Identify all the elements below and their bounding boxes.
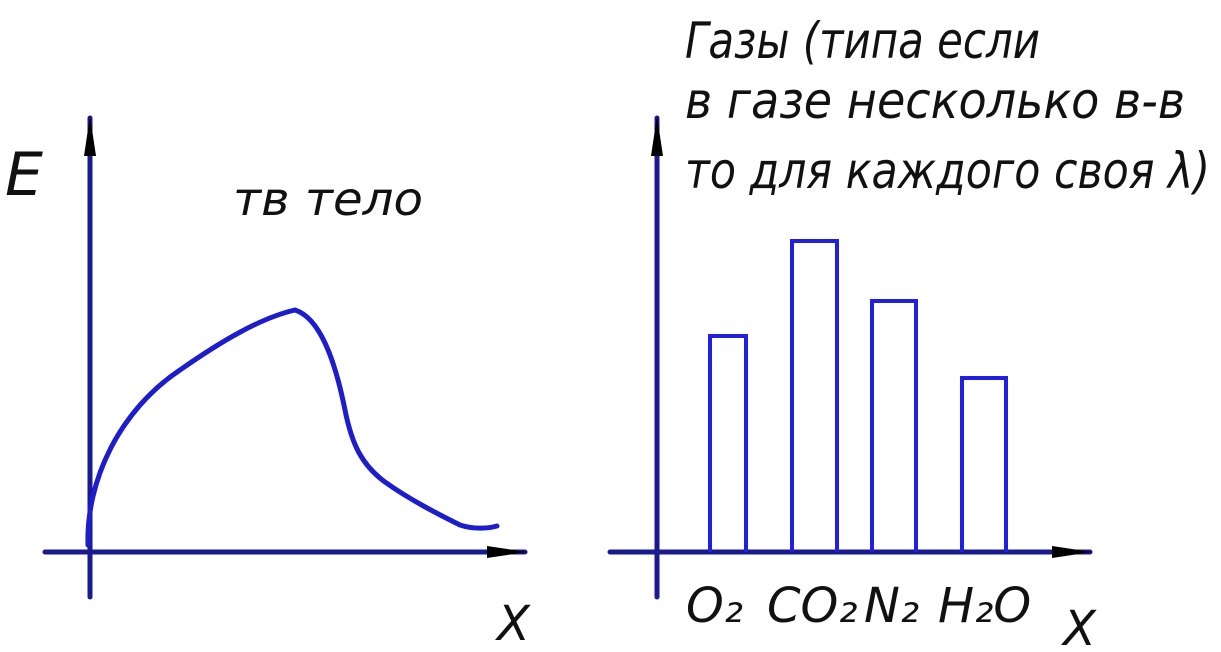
- bar: [790, 239, 839, 552]
- bar-label: O₂: [686, 578, 743, 634]
- left-panel: E тв тело X: [5, 115, 531, 652]
- bar: [708, 334, 748, 552]
- curve: [85, 307, 500, 548]
- bar-label: H₂O: [938, 578, 1031, 634]
- bar-label: CO₂: [767, 578, 858, 634]
- bar-label: N₂: [864, 578, 919, 634]
- x-axis-label: X: [494, 596, 531, 652]
- right-panel: Газы (типа если в газе несколько в-в то …: [607, 12, 1210, 652]
- curve-label: тв тело: [233, 172, 423, 226]
- heading-line: то для каждого своя λ): [685, 142, 1210, 200]
- x-axis-label: X: [1060, 601, 1097, 652]
- bar: [960, 376, 1008, 552]
- y-axis-label: E: [5, 140, 43, 210]
- heading-line: в газе несколько в-в: [685, 72, 1185, 130]
- bar: [870, 299, 918, 552]
- heading-line: Газы (типа если: [685, 12, 1040, 70]
